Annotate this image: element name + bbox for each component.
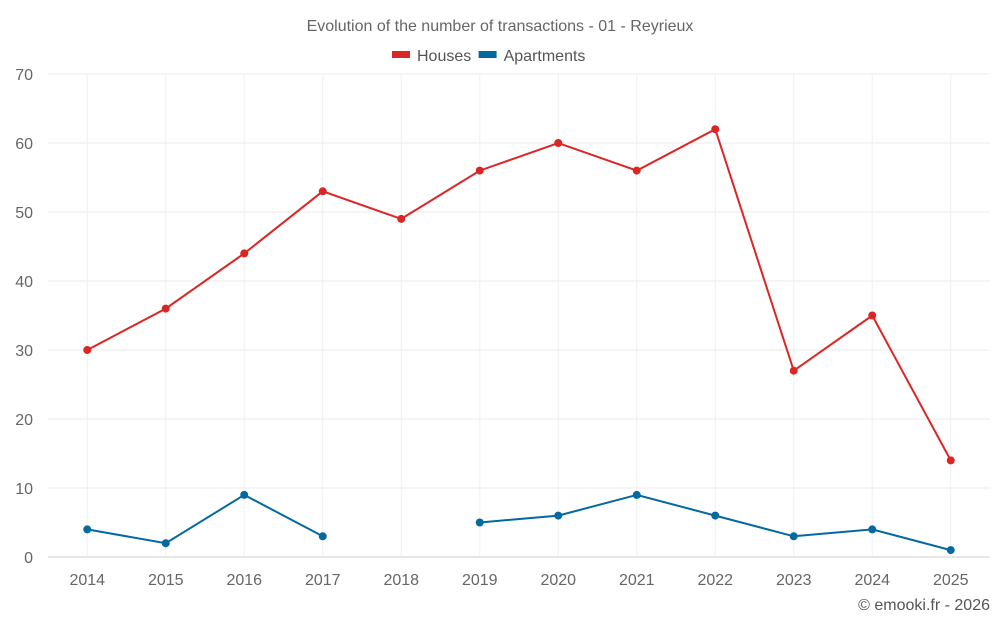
y-axis: 0 10 20 30 40 50 60 70 — [15, 67, 33, 567]
data-point-apartments — [789, 532, 798, 541]
data-point-houses — [789, 366, 798, 375]
legend-swatch — [478, 51, 497, 58]
x-axis: 2014 2015 2016 2017 2018 2019 2020 2021 2022 2023… — [69, 572, 968, 589]
series-line-apartments — [87, 493, 324, 545]
x-tick-label: 2020 — [540, 572, 576, 589]
data-point-apartments — [868, 525, 877, 534]
data-point-houses — [475, 166, 484, 175]
grid — [48, 73, 990, 558]
data-point-apartments — [554, 511, 563, 520]
y-tick-label: 60 — [15, 136, 33, 153]
data-point-houses — [240, 249, 249, 258]
x-tick-label: 2019 — [462, 572, 498, 589]
x-tick-label: 2016 — [226, 572, 262, 589]
legend-swatch — [392, 51, 410, 58]
data-point-houses — [397, 214, 406, 223]
data-point-apartments — [475, 518, 484, 527]
x-tick-label: 2017 — [305, 572, 341, 589]
data-point-houses — [946, 456, 955, 465]
chart-title: Evolution of the number of transactions … — [307, 18, 694, 35]
data-point-houses — [318, 187, 327, 196]
x-tick-label: 2025 — [933, 572, 969, 589]
data-point-houses — [161, 304, 170, 313]
data-point-apartments — [83, 525, 92, 534]
data-point-houses — [632, 166, 641, 175]
data-point-houses — [868, 311, 877, 320]
data-point-apartments — [240, 490, 249, 499]
legend: Houses Apartments — [392, 48, 585, 65]
x-tick-label: 2022 — [697, 572, 733, 589]
x-tick-label: 2023 — [776, 572, 812, 589]
y-tick-label: 20 — [15, 412, 33, 429]
y-tick-label: 0 — [24, 550, 33, 567]
y-tick-label: 70 — [15, 67, 33, 84]
y-tick-label: 10 — [15, 481, 33, 498]
y-tick-label: 40 — [15, 274, 33, 291]
x-tick-label: 2014 — [69, 572, 105, 589]
y-tick-label: 50 — [15, 205, 33, 222]
legend-label: Apartments — [504, 48, 586, 65]
y-tick-label: 30 — [15, 343, 33, 360]
data-point-houses — [711, 125, 720, 134]
series-line-houses — [86, 127, 952, 461]
credit: © emooki.fr - 2026 — [858, 597, 990, 614]
data-point-apartments — [318, 532, 327, 541]
data-point-apartments — [946, 546, 955, 555]
data-point-apartments — [632, 490, 641, 499]
data-point-apartments — [161, 539, 170, 548]
series-layer — [83, 125, 955, 555]
x-tick-label: 2018 — [383, 572, 419, 589]
x-tick-label: 2021 — [619, 572, 655, 589]
data-point-houses — [83, 346, 92, 354]
x-tick-label: 2024 — [854, 572, 890, 589]
data-point-houses — [554, 139, 563, 147]
x-tick-label: 2015 — [148, 572, 184, 589]
data-point-apartments — [711, 511, 720, 520]
legend-label: Houses — [417, 48, 471, 65]
